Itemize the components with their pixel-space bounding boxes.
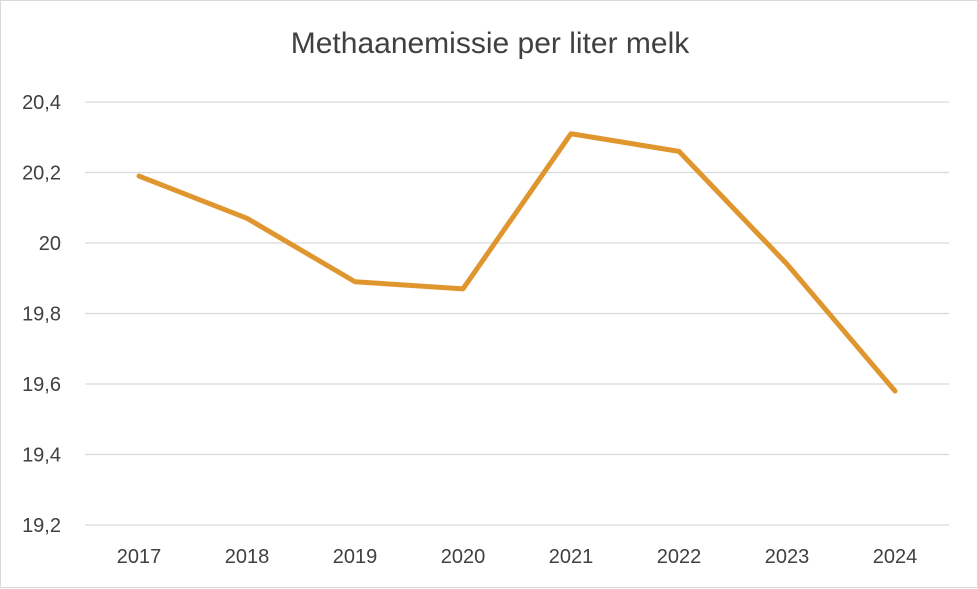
x-tick-label: 2020 — [441, 546, 486, 568]
x-tick-label: 2022 — [657, 546, 702, 568]
y-tick-label: 19,8 — [22, 304, 61, 326]
x-tick-label: 2019 — [333, 546, 378, 568]
x-tick-label: 2017 — [117, 546, 162, 568]
x-tick-label: 2024 — [873, 546, 918, 568]
y-tick-label: 19,4 — [22, 445, 61, 467]
x-tick-label: 2018 — [225, 546, 270, 568]
x-tick-label: 2021 — [549, 546, 594, 568]
y-tick-label: 20 — [39, 233, 61, 255]
y-tick-label: 19,2 — [22, 515, 61, 537]
y-tick-label: 20,2 — [22, 163, 61, 185]
y-tick-label: 20,4 — [22, 92, 61, 114]
y-tick-label: 19,6 — [22, 374, 61, 396]
x-tick-label: 2023 — [765, 546, 810, 568]
